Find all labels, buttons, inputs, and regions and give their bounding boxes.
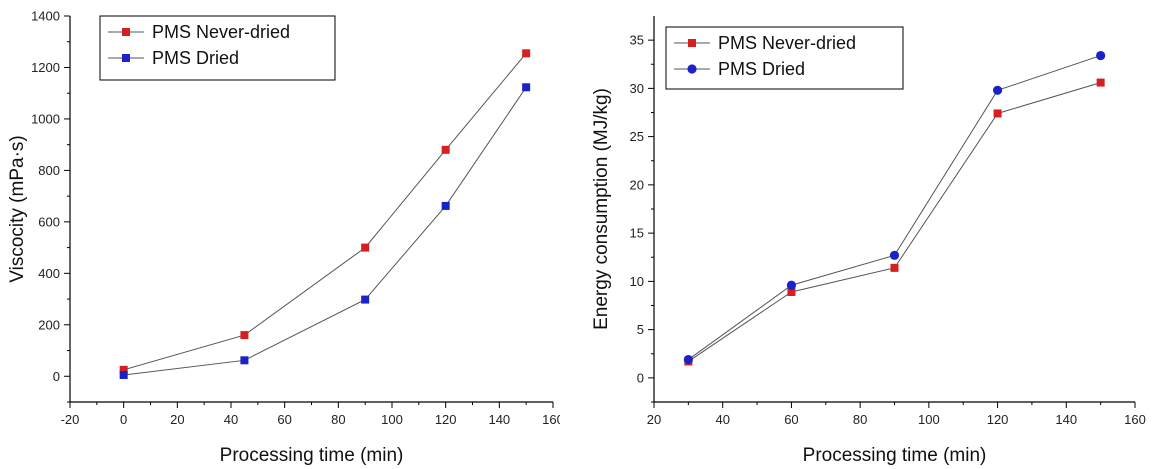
- x-tick-label: 20: [647, 412, 661, 427]
- data-point: [119, 370, 128, 379]
- data-point: [522, 49, 531, 58]
- energy-consumption-chart: 20 40 60 80 100 120 140 160 0 5 10 15 20 25 30 35 Proces…: [591, 16, 1146, 466]
- y-tick-label: 25: [630, 129, 644, 144]
- x-tick-label: 140: [488, 412, 510, 427]
- data-point: [786, 280, 797, 290]
- y-tick-label: 30: [630, 81, 644, 96]
- data-point: [361, 295, 370, 304]
- x-tick-label: 160: [1124, 412, 1146, 427]
- data-point: [1096, 78, 1105, 87]
- y-tick-label: 1000: [31, 111, 60, 126]
- x-tick-label: 160: [542, 412, 560, 427]
- y-axis-title: Viscocity (mPa·s): [7, 135, 28, 282]
- legend-box: [99, 15, 336, 81]
- x-tick-label: 80: [853, 412, 867, 427]
- x-tick-label: 80: [331, 412, 345, 427]
- data-point: [1096, 50, 1106, 61]
- x-tick-label: 20: [170, 412, 184, 427]
- data-point: [683, 354, 693, 365]
- y-tick-label: 1400: [31, 9, 60, 24]
- data-point: [441, 145, 450, 154]
- y-tick-label: 5: [637, 322, 644, 337]
- legend-entry: PMS Dried: [152, 48, 239, 68]
- y-tick-label: 0: [53, 369, 60, 384]
- legend-entry: PMS Never-dried: [152, 22, 290, 42]
- viscosity-chart: -20 0 20 40 60 80 100 120 140 160 0 200 400 600 800 100…: [7, 9, 560, 467]
- data-point: [240, 331, 249, 340]
- x-tick-label: 40: [224, 412, 238, 427]
- y-tick-label: 20: [630, 177, 644, 192]
- y-tick-label: 200: [38, 317, 60, 332]
- y-tick-label: 800: [38, 163, 60, 178]
- y-tick-label: 0: [637, 370, 644, 385]
- x-tick-label: 140: [1055, 412, 1077, 427]
- x-tick-label: 40: [715, 412, 729, 427]
- y-tick-label: 400: [38, 266, 60, 281]
- x-tick-label: 120: [987, 412, 1009, 427]
- y-tick-label: 1200: [31, 60, 60, 75]
- x-tick-label: 60: [277, 412, 291, 427]
- x-axis-title: Processing time (min): [220, 445, 404, 466]
- data-point: [522, 83, 531, 92]
- x-axis-title: Processing time (min): [803, 445, 987, 466]
- legend-marker: [122, 54, 130, 62]
- legend-marker: [688, 39, 696, 47]
- x-tick-label: 120: [435, 412, 457, 427]
- series-line-dried: [123, 87, 527, 376]
- data-point: [361, 243, 370, 252]
- series-line-never-dried: [688, 82, 1101, 362]
- x-tick-label: 0: [120, 412, 127, 427]
- legend-marker: [122, 28, 130, 36]
- data-point: [240, 356, 249, 365]
- data-point: [119, 365, 128, 374]
- data-point: [889, 250, 900, 260]
- legend-entry: PMS Dried: [718, 59, 805, 79]
- x-tick-label: 60: [784, 412, 798, 427]
- legend: PMS Never-dried PMS Dried: [665, 26, 904, 90]
- y-tick-label: 600: [38, 214, 60, 229]
- x-tick-label: 100: [918, 412, 940, 427]
- legend: PMS Never-dried PMS Dried: [99, 15, 336, 81]
- x-tick-label: 100: [381, 412, 403, 427]
- y-tick-label: 15: [630, 226, 644, 241]
- data-point: [787, 287, 796, 296]
- legend-box: [665, 26, 904, 90]
- y-tick-label: 10: [630, 274, 644, 289]
- y-tick-label: 35: [630, 33, 644, 48]
- series-line-never-dried: [123, 52, 527, 371]
- y-axis-title: Energy consumption (MJ/kg): [591, 88, 612, 330]
- legend-entry: PMS Never-dried: [718, 33, 856, 53]
- data-point: [993, 109, 1002, 118]
- data-point: [992, 85, 1003, 95]
- legend-marker: [687, 64, 697, 74]
- data-point: [441, 201, 450, 210]
- data-point: [890, 263, 899, 272]
- x-tick-label: -20: [61, 412, 80, 427]
